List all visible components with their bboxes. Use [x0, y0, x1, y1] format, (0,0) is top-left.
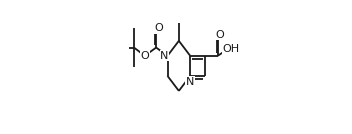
Text: N: N: [186, 77, 194, 87]
Text: N: N: [160, 51, 169, 61]
Text: O: O: [140, 51, 149, 61]
Text: OH: OH: [222, 44, 239, 54]
Text: O: O: [216, 30, 224, 40]
Text: O: O: [154, 23, 163, 34]
